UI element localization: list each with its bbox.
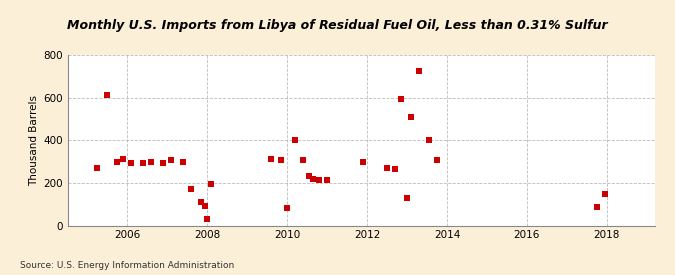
Point [112, 160, 123, 164]
Point [381, 166, 392, 170]
Point [314, 177, 325, 182]
Text: Source: U.S. Energy Information Administration: Source: U.S. Energy Information Administ… [20, 260, 234, 270]
Point [102, 93, 113, 98]
Point [266, 157, 277, 162]
Point [186, 187, 196, 191]
Point [358, 160, 369, 164]
Y-axis label: Thousand Barrels: Thousand Barrels [29, 95, 39, 186]
Point [322, 177, 333, 182]
Point [308, 177, 319, 181]
Point [200, 204, 211, 208]
Point [118, 157, 129, 162]
Point [92, 166, 103, 170]
Point [389, 167, 400, 171]
Point [166, 158, 177, 163]
Point [276, 158, 287, 163]
Point [406, 115, 416, 119]
Point [196, 200, 207, 204]
Point [599, 191, 610, 196]
Point [126, 160, 137, 165]
Point [402, 196, 412, 200]
Point [396, 97, 406, 101]
Point [591, 205, 602, 210]
Point [414, 69, 425, 73]
Point [138, 160, 148, 165]
Point [304, 174, 315, 179]
Point [424, 138, 435, 142]
Point [146, 160, 157, 164]
Point [202, 217, 213, 221]
Point [282, 206, 293, 211]
Point [298, 158, 308, 163]
Point [290, 138, 300, 142]
Text: Monthly U.S. Imports from Libya of Residual Fuel Oil, Less than 0.31% Sulfur: Monthly U.S. Imports from Libya of Resid… [68, 19, 608, 32]
Point [431, 158, 442, 163]
Point [158, 160, 169, 165]
Point [206, 182, 217, 186]
Point [178, 160, 189, 164]
